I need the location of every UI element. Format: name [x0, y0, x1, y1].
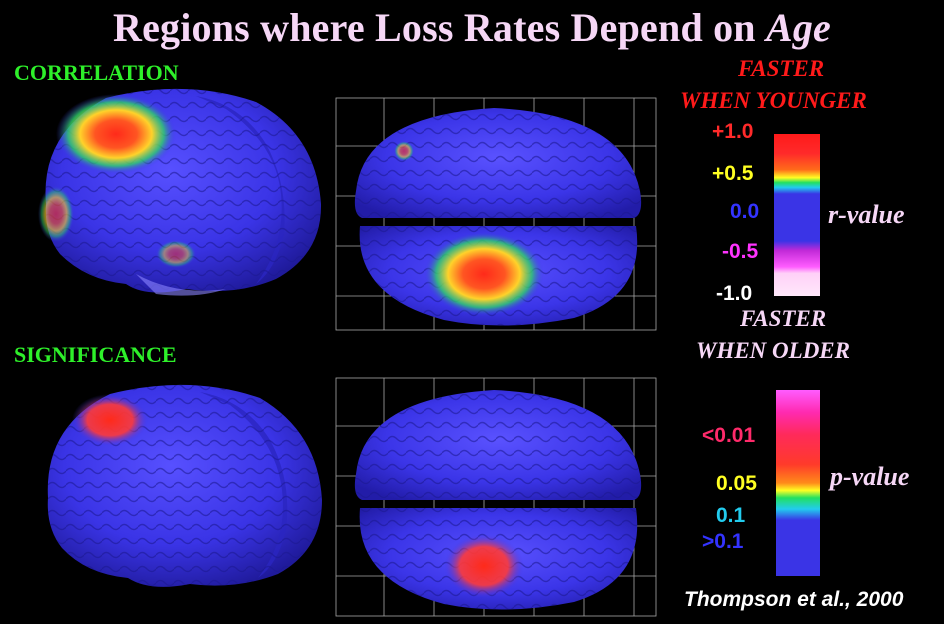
- r-tick-minus-05: -0.5: [722, 240, 759, 263]
- r-value-label: r-value: [828, 200, 905, 229]
- p-value-label: p-value: [830, 462, 910, 491]
- r-top-caption-1: FASTER: [738, 56, 825, 81]
- p-tick-005: 0.05: [716, 472, 757, 495]
- title-main: Regions where Loss Rates Depend on: [112, 5, 766, 50]
- page-title: Regions where Loss Rates Depend on Age: [0, 4, 944, 51]
- brain-top-correlation: [335, 97, 657, 331]
- citation: Thompson et al., 2000: [684, 588, 904, 611]
- r-top-caption-2: WHEN YOUNGER: [680, 88, 867, 113]
- r-tick-plus-1: +1.0: [712, 120, 754, 143]
- r-tick-zero: 0.0: [730, 200, 760, 223]
- p-tick-lt001: <0.01: [702, 424, 756, 447]
- r-bottom-caption-2: WHEN OLDER: [696, 338, 850, 363]
- r-bottom-caption-1: FASTER: [740, 306, 827, 331]
- r-value-colorbar: [774, 134, 820, 296]
- brain-top-significance: [335, 377, 657, 617]
- p-value-colorbar: [776, 390, 820, 576]
- r-tick-plus-05: +0.5: [712, 162, 754, 185]
- p-tick-gt01: >0.1: [702, 530, 744, 553]
- brain-lateral-significance: [47, 384, 323, 587]
- brain-lateral-correlation: [38, 88, 322, 296]
- p-tick-01: 0.1: [716, 504, 746, 527]
- r-tick-minus-1: -1.0: [716, 282, 753, 305]
- significance-label: SIGNIFICANCE: [14, 342, 177, 367]
- title-emph: Age: [765, 5, 831, 50]
- correlation-label: CORRELATION: [14, 60, 179, 85]
